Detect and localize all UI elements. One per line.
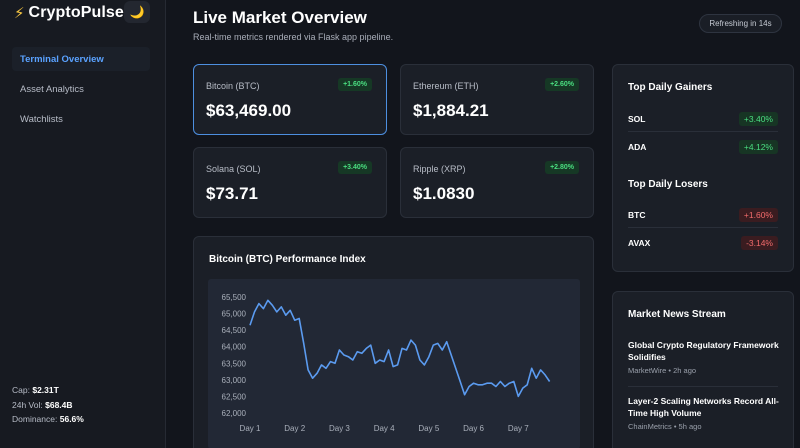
sidebar-nav: Terminal Overview Asset Analytics Watchl… xyxy=(12,47,150,137)
y-tick-label: 65,500 xyxy=(222,293,247,302)
y-tick-label: 65,000 xyxy=(222,310,247,319)
price-card-btc[interactable]: Bitcoin (BTC) +1.60% $63,469.00 xyxy=(193,64,387,135)
sidebar-item-watchlists[interactable]: Watchlists xyxy=(20,113,63,125)
y-tick-label: 63,000 xyxy=(222,376,247,385)
news-panel: Market News Stream Global Crypto Regulat… xyxy=(612,291,794,448)
gainer-row[interactable]: ADA +4.12% xyxy=(628,138,778,156)
asset-price: $1,884.21 xyxy=(413,101,489,120)
news-meta: MarketWire • 2h ago xyxy=(628,366,697,375)
brand-name: CryptoPulse xyxy=(28,4,124,21)
divider xyxy=(628,131,778,132)
news-item[interactable]: Global Crypto Regulatory Framework Solid… xyxy=(628,339,783,375)
lightning-icon: ⚡ xyxy=(14,5,25,22)
news-meta: ChainMetrics • 5h ago xyxy=(628,422,702,431)
brand[interactable]: ⚡ CryptoPulse xyxy=(14,3,124,23)
price-card-sol[interactable]: Solana (SOL) +3.40% $73.71 xyxy=(193,147,387,218)
asset-symbol: ADA xyxy=(628,142,647,152)
x-tick-label: Day 7 xyxy=(508,424,529,433)
price-card-eth[interactable]: Ethereum (ETH) +2.60% $1,884.21 xyxy=(400,64,594,135)
news-item[interactable]: Layer-2 Scaling Networks Record All-Time… xyxy=(628,395,783,431)
gainers-heading: Top Daily Gainers xyxy=(628,82,713,93)
loser-row[interactable]: AVAX -3.14% xyxy=(628,234,778,252)
divider xyxy=(628,386,778,387)
movers-panel: Top Daily Gainers SOL +3.40% ADA +4.12% … xyxy=(612,64,794,272)
divider xyxy=(628,227,778,228)
news-heading: Market News Stream xyxy=(628,309,726,320)
x-tick-label: Day 2 xyxy=(284,424,305,433)
change-badge: -3.14% xyxy=(741,236,778,250)
news-headline: Global Crypto Regulatory Framework Solid… xyxy=(628,340,779,362)
asset-name: Bitcoin (BTC) xyxy=(206,81,260,91)
chart-panel: Bitcoin (BTC) Performance Index 65,500 65… xyxy=(193,236,594,448)
asset-name: Ripple (XRP) xyxy=(413,164,466,174)
asset-price: $1.0830 xyxy=(413,184,475,203)
btc-performance-chart[interactable]: 65,500 65,000 64,500 64,000 63,500 63,000 62,5… xyxy=(208,279,580,448)
moon-icon: 🌙 xyxy=(129,5,145,19)
stat-dominance: Dominance: 56.6% xyxy=(12,414,84,424)
x-tick-label: Day 3 xyxy=(329,424,350,433)
y-tick-label: 62,500 xyxy=(222,392,247,401)
gainer-row[interactable]: SOL +3.40% xyxy=(628,110,778,128)
asset-price: $73.71 xyxy=(206,184,258,203)
stat-volume: 24h Vol: $68.4B xyxy=(12,399,73,410)
page-title: Live Market Overview xyxy=(193,8,367,27)
asset-price: $63,469.00 xyxy=(206,101,292,120)
stat-cap: Cap: $2.31T xyxy=(12,385,59,395)
change-badge: +3.40% xyxy=(738,112,778,126)
page-subtitle: Real-time metrics rendered via Flask app… xyxy=(193,32,394,42)
series-line-btc xyxy=(249,299,551,398)
x-tick-label: Day 4 xyxy=(374,424,395,433)
loser-row[interactable]: BTC +1.60% xyxy=(628,206,778,224)
change-badge: +1.60% xyxy=(338,78,372,91)
change-badge: +3.40% xyxy=(338,161,372,174)
sidebar-item-asset-analytics[interactable]: Asset Analytics xyxy=(20,83,84,95)
theme-toggle-button[interactable]: 🌙 xyxy=(124,1,150,23)
chart-plot-area xyxy=(208,279,580,448)
y-tick-label: 63,500 xyxy=(222,359,247,368)
refresh-status-badge: Refreshing in 14s xyxy=(699,14,782,33)
news-headline: Layer-2 Scaling Networks Record All-Time… xyxy=(628,396,779,418)
y-tick-label: 64,000 xyxy=(222,343,247,352)
change-badge: +4.12% xyxy=(738,140,778,154)
sidebar-item-terminal-overview[interactable]: Terminal Overview xyxy=(12,47,150,71)
change-badge: +1.60% xyxy=(738,208,778,222)
asset-name: Solana (SOL) xyxy=(206,164,261,174)
asset-symbol: AVAX xyxy=(628,238,651,248)
y-tick-label: 62,000 xyxy=(222,409,247,418)
price-card-xrp[interactable]: Ripple (XRP) +2.80% $1.0830 xyxy=(400,147,594,218)
asset-name: Ethereum (ETH) xyxy=(413,81,479,91)
chart-title: Bitcoin (BTC) Performance Index xyxy=(209,254,366,265)
x-tick-label: Day 5 xyxy=(418,424,439,433)
x-tick-label: Day 6 xyxy=(463,424,484,433)
change-badge: +2.80% xyxy=(545,161,579,174)
asset-symbol: SOL xyxy=(628,114,646,124)
sidebar: ⚡ CryptoPulse 🌙 Terminal Overview Asset … xyxy=(0,0,166,448)
y-tick-label: 64,500 xyxy=(222,326,247,335)
losers-heading: Top Daily Losers xyxy=(628,179,708,190)
x-tick-label: Day 1 xyxy=(240,424,261,433)
asset-symbol: BTC xyxy=(628,210,646,220)
market-stats: Cap: $2.31T 24h Vol: $68.4B Dominance: 5… xyxy=(12,383,84,427)
change-badge: +2.60% xyxy=(545,78,579,91)
